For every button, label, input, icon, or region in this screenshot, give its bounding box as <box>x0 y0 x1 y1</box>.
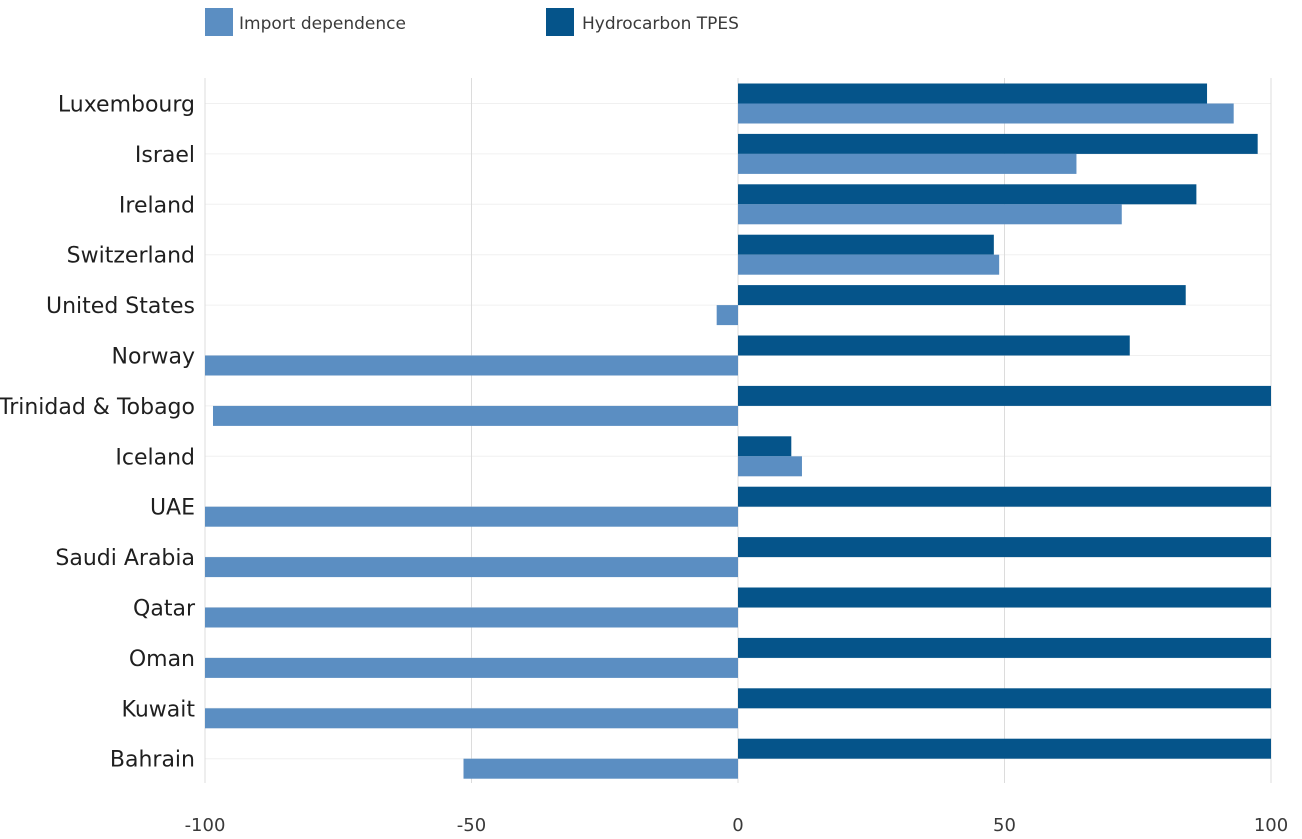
bar-hydrocarbon-tpes <box>738 285 1186 306</box>
bar-hydrocarbon-tpes <box>738 637 1271 658</box>
category-label: Ireland <box>119 193 195 218</box>
bar-import-dependence <box>738 153 1077 174</box>
category-label: Oman <box>129 647 195 672</box>
category-label: Bahrain <box>110 748 195 773</box>
bar-import-dependence <box>738 204 1122 225</box>
bar-import-dependence <box>716 305 738 326</box>
bar-hydrocarbon-tpes <box>738 83 1208 104</box>
x-tick-label: 0 <box>732 815 743 834</box>
bar-hydrocarbon-tpes <box>738 436 792 457</box>
x-axis-tick-labels: -100 -50 0 50 100 <box>185 815 1289 836</box>
category-label: Israel <box>135 143 195 168</box>
category-label: Kuwait <box>122 697 196 722</box>
category-label: Luxembourg <box>58 93 195 118</box>
bar-hydrocarbon-tpes <box>738 587 1271 608</box>
bar-hydrocarbon-tpes <box>738 335 1130 356</box>
bar-hydrocarbon-tpes <box>738 486 1271 507</box>
x-tick-label: 100 <box>1254 815 1288 834</box>
bar-import-dependence <box>205 506 738 527</box>
bar-import-dependence <box>205 355 738 376</box>
bar-hydrocarbon-tpes <box>738 234 994 255</box>
legend-swatch-import-dependence <box>205 8 233 36</box>
category-label: Trinidad & Tobago <box>0 395 195 420</box>
bar-import-dependence <box>205 557 738 578</box>
category-label: Switzerland <box>67 244 195 269</box>
category-label: UAE <box>150 496 195 521</box>
bar-import-dependence <box>738 254 1000 275</box>
category-label: Iceland <box>115 445 195 470</box>
legend-label-hydrocarbon-tpes: Hydrocarbon TPES <box>582 14 739 34</box>
x-tick-label: -100 <box>185 815 226 834</box>
bar-hydrocarbon-tpes <box>738 133 1258 154</box>
legend-swatch-hydrocarbon-tpes <box>546 8 574 36</box>
legend: Import dependence Hydrocarbon TPES <box>205 8 739 36</box>
bar-import-dependence <box>738 456 802 477</box>
category-label: Norway <box>112 345 195 370</box>
category-label: Saudi Arabia <box>55 546 195 571</box>
bar-hydrocarbon-tpes <box>738 184 1197 205</box>
category-labels: Luxembourg Israel Ireland Switzerland United… <box>0 93 196 773</box>
bars <box>205 83 1271 779</box>
category-label: United States <box>46 294 195 319</box>
bar-import-dependence <box>205 657 738 678</box>
legend-label-import-dependence: Import dependence <box>239 14 406 34</box>
bar-import-dependence <box>212 405 738 426</box>
bar-import-dependence <box>205 708 738 729</box>
bar-hydrocarbon-tpes <box>738 738 1271 759</box>
bar-hydrocarbon-tpes <box>738 385 1271 406</box>
bar-hydrocarbon-tpes <box>738 688 1271 709</box>
x-tick-label: -50 <box>457 815 486 834</box>
bar-hydrocarbon-tpes <box>738 537 1271 558</box>
bar-import-dependence <box>463 758 738 779</box>
bar-import-dependence <box>738 103 1234 124</box>
bar-import-dependence <box>205 607 738 628</box>
x-tick-label: 50 <box>993 815 1016 834</box>
category-label: Qatar <box>133 597 196 622</box>
